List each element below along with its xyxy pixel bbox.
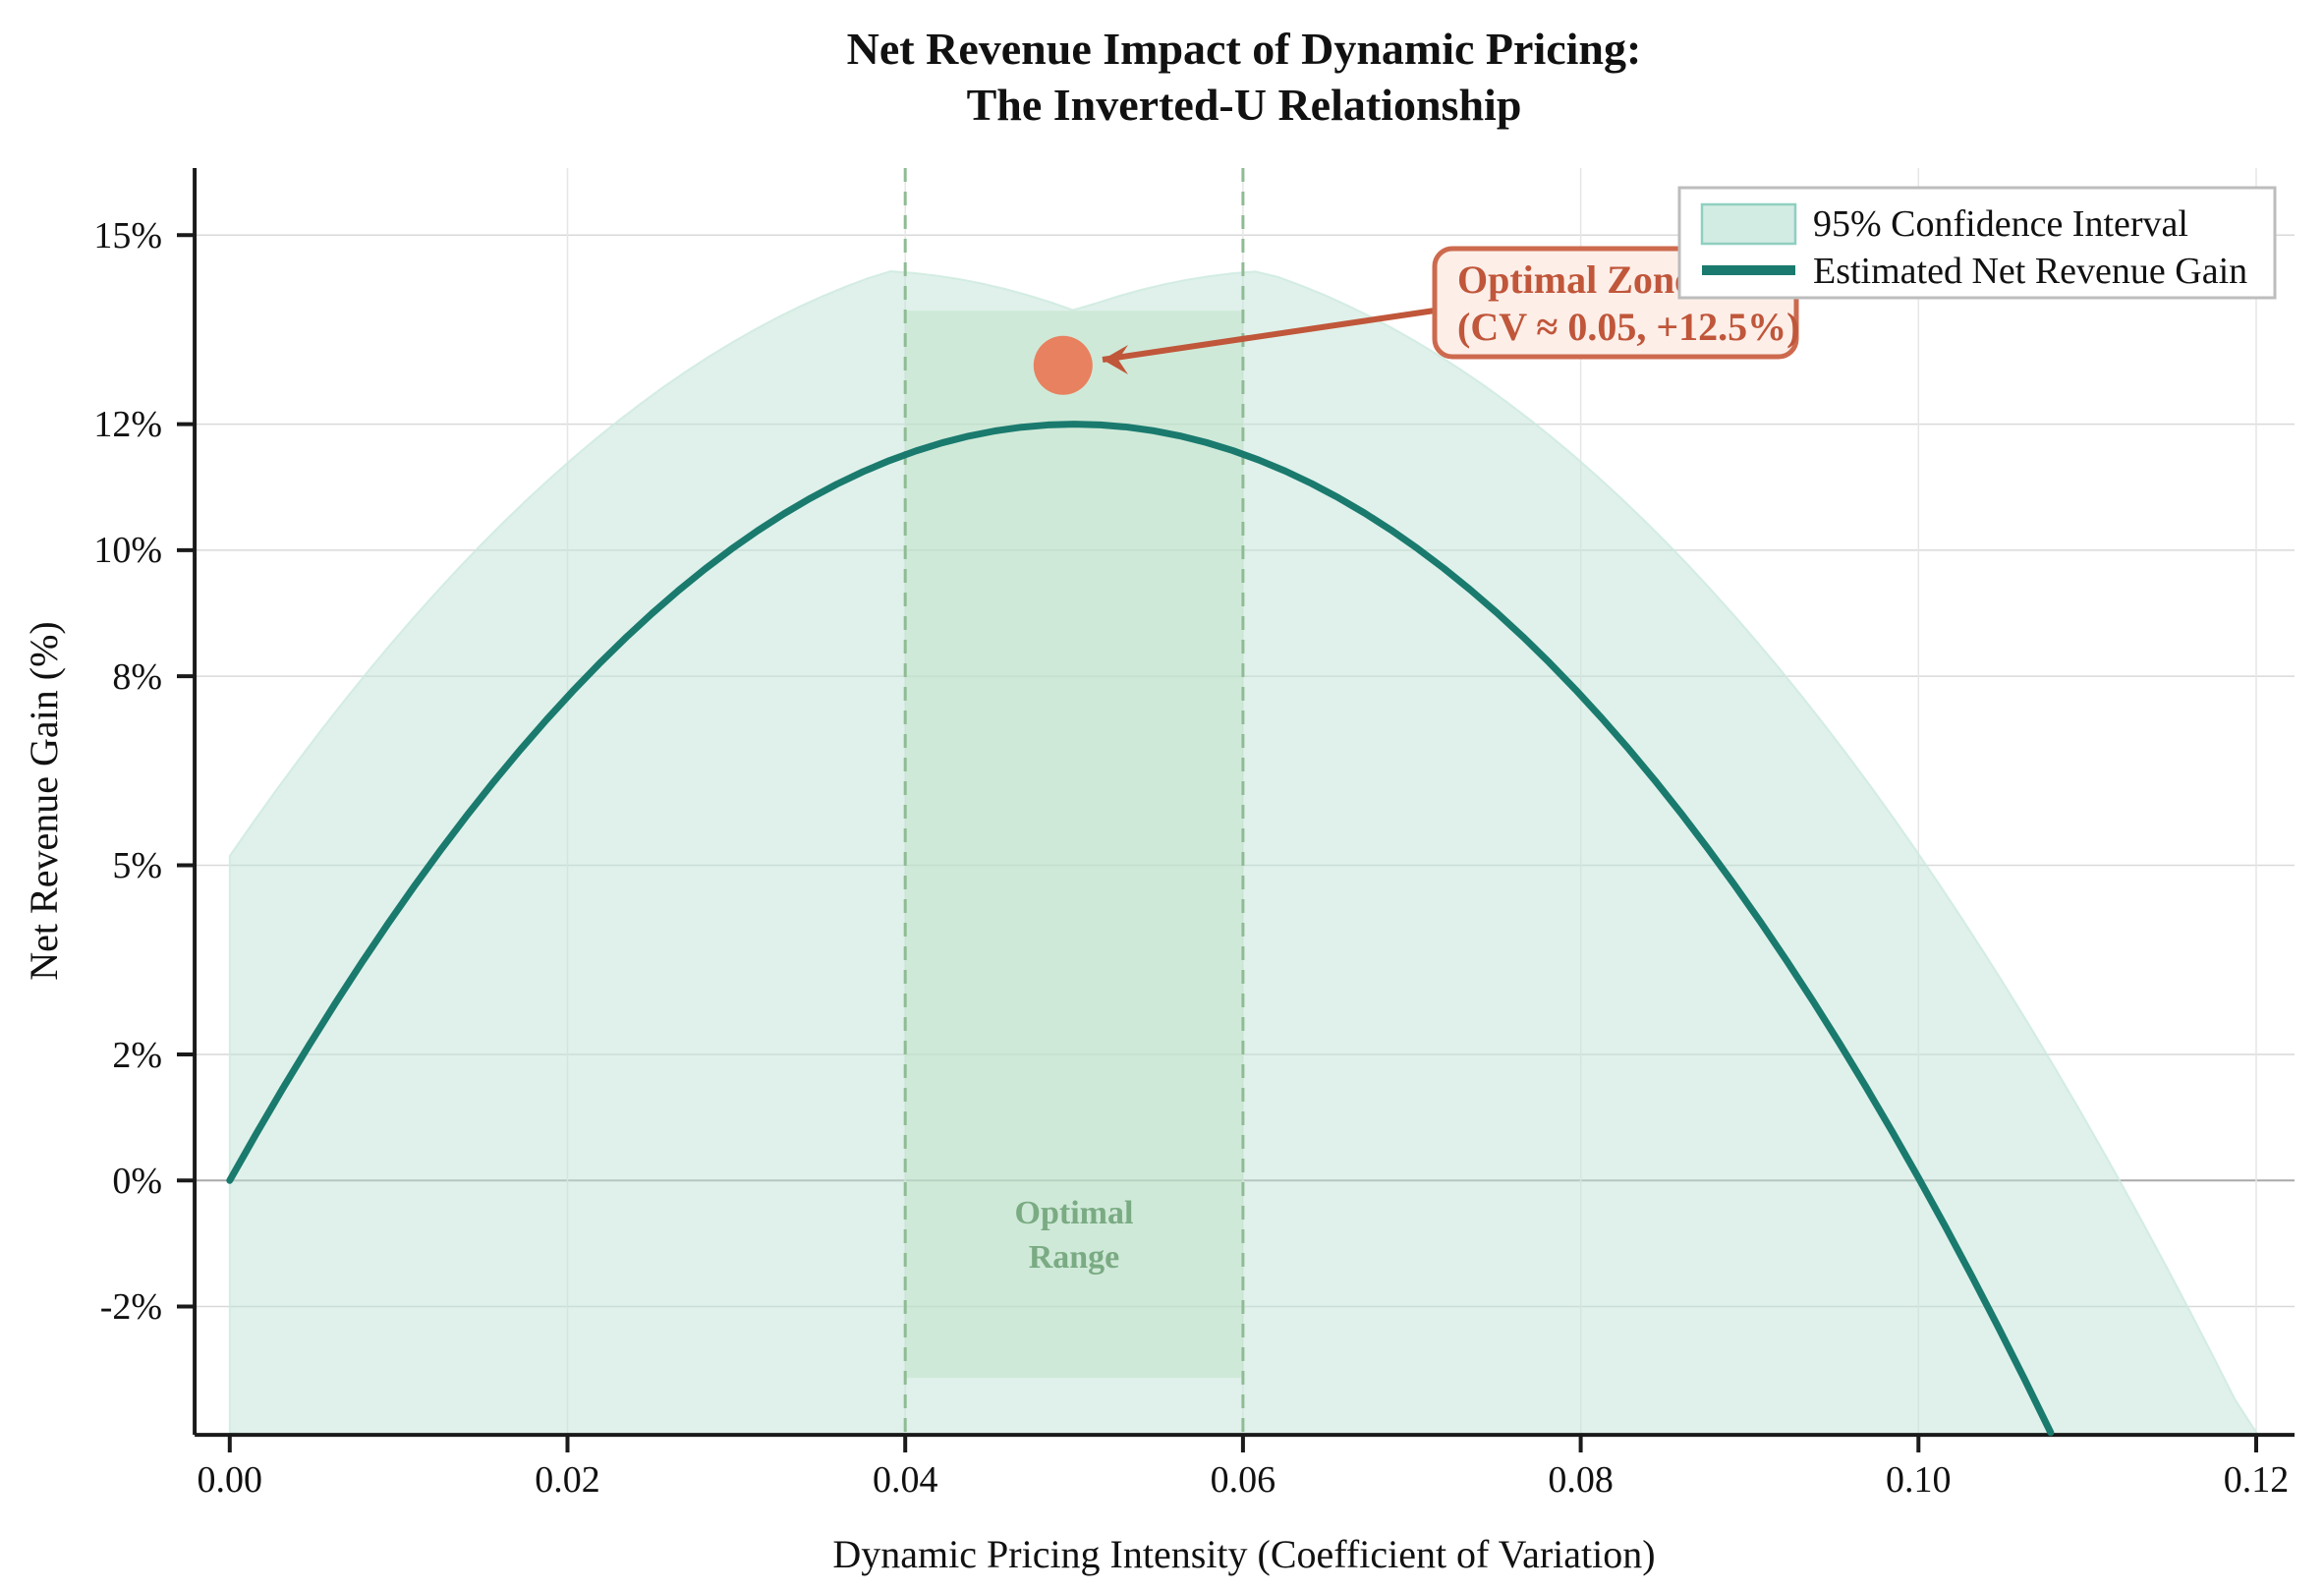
svg-text:Optimal Zone: Optimal Zone: [1457, 257, 1692, 302]
svg-text:Range: Range: [1029, 1239, 1120, 1276]
svg-text:Estimated Net Revenue Gain: Estimated Net Revenue Gain: [1813, 251, 2247, 292]
svg-text:12%: 12%: [93, 404, 162, 445]
svg-text:Dynamic Pricing Intensity (Coe: Dynamic Pricing Intensity (Coefficient o…: [832, 1532, 1655, 1576]
svg-text:Optimal: Optimal: [1015, 1195, 1134, 1231]
svg-text:15%: 15%: [93, 215, 162, 256]
svg-text:Net Revenue Impact of Dynamic: Net Revenue Impact of Dynamic Pricing:: [847, 24, 1642, 74]
svg-text:-2%: -2%: [100, 1286, 162, 1328]
svg-text:10%: 10%: [93, 530, 162, 571]
svg-text:The Inverted-U Relationship: The Inverted-U Relationship: [967, 80, 1522, 130]
svg-text:5%: 5%: [112, 845, 162, 886]
svg-text:0.00: 0.00: [198, 1459, 263, 1501]
svg-text:0.10: 0.10: [1886, 1459, 1952, 1501]
svg-text:Net Revenue Gain (%): Net Revenue Gain (%): [22, 621, 66, 980]
svg-text:2%: 2%: [112, 1035, 162, 1076]
svg-text:0.04: 0.04: [873, 1459, 938, 1501]
svg-text:95% Confidence Interval: 95% Confidence Interval: [1813, 203, 2188, 245]
svg-text:0.06: 0.06: [1211, 1459, 1276, 1501]
svg-text:8%: 8%: [112, 656, 162, 698]
svg-text:(CV ≈ 0.05, +12.5%): (CV ≈ 0.05, +12.5%): [1457, 305, 1799, 349]
svg-text:0.12: 0.12: [2224, 1459, 2290, 1501]
svg-text:0.08: 0.08: [1548, 1459, 1614, 1501]
svg-text:0.02: 0.02: [535, 1459, 600, 1501]
svg-text:0%: 0%: [112, 1161, 162, 1202]
